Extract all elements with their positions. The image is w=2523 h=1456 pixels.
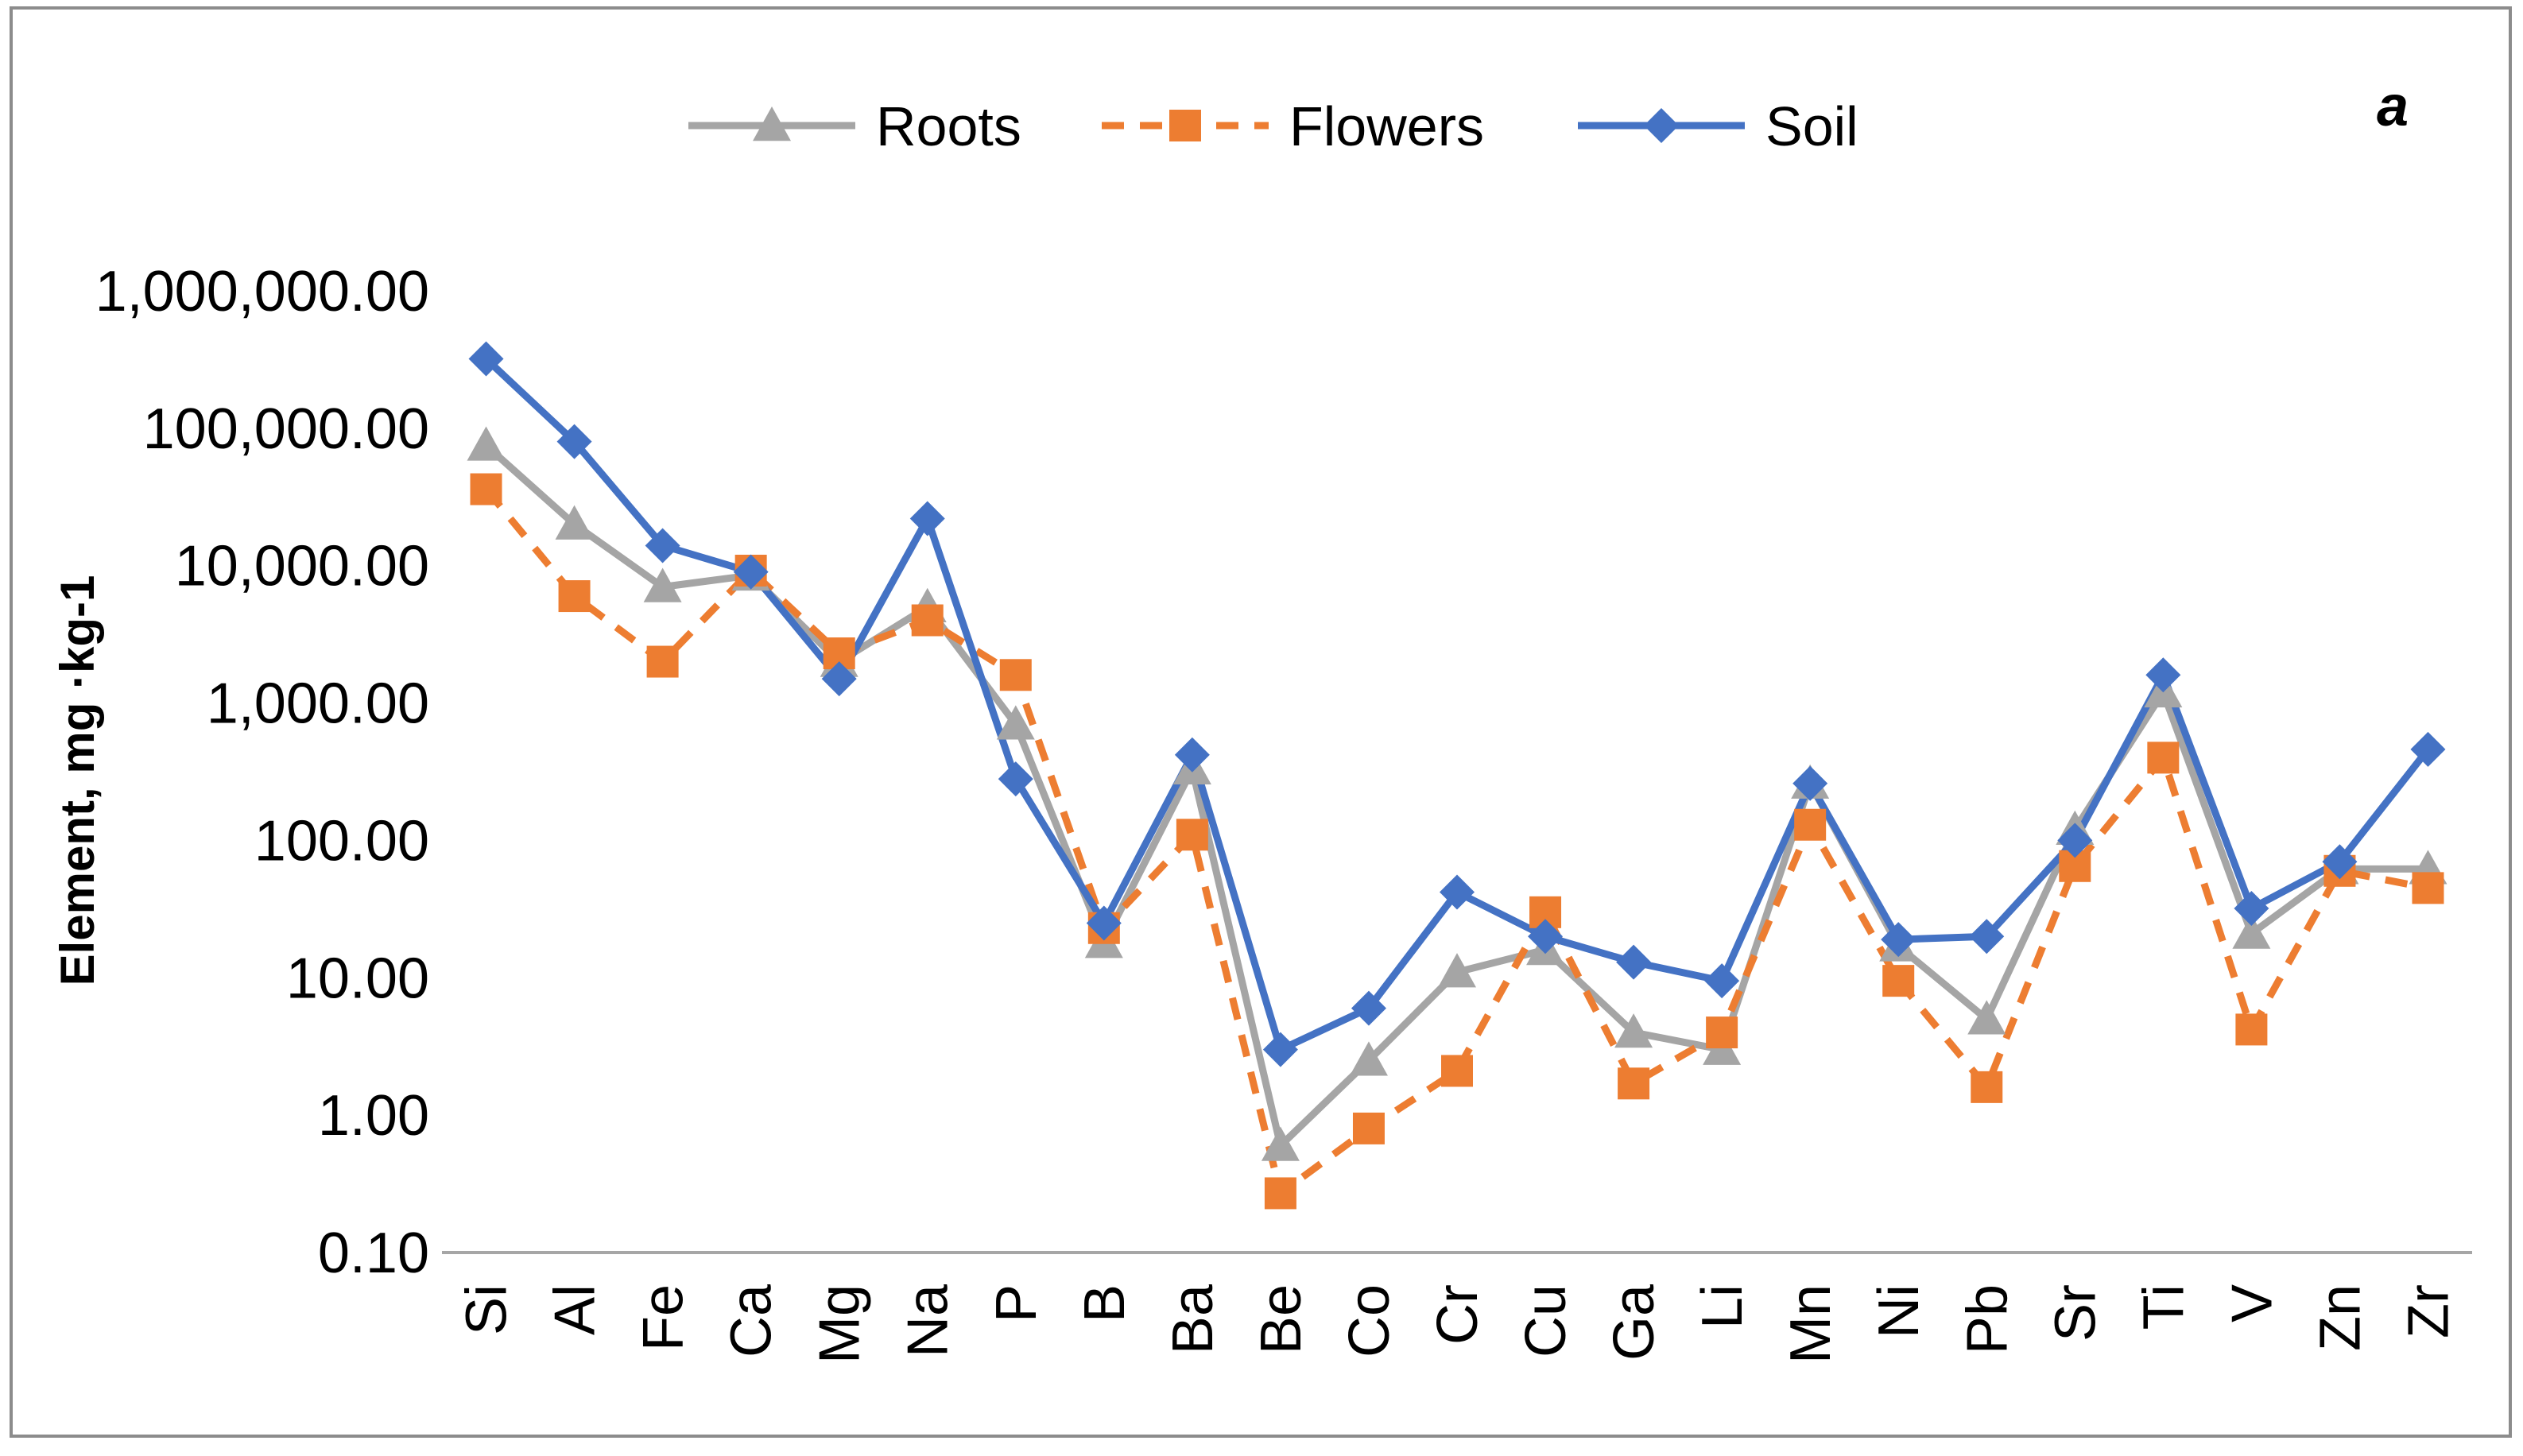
data-point-soil [733,554,769,590]
data-point-flowers [1882,965,1915,997]
data-point-soil [1086,905,1122,941]
data-point-roots [1967,1000,2006,1035]
data-point-soil [1704,963,1740,999]
data-point-flowers [1618,1067,1650,1100]
x-tick-label: Ca [720,1284,784,1357]
legend-label-roots: Roots [876,95,1021,157]
data-point-soil [1262,1032,1298,1067]
data-point-roots [1438,953,1476,988]
y-axis-ticks: 0.10 1.00 10.00 100.00 1,000.00 10,000.00 100,… [95,260,429,1285]
x-tick-label: Mg [808,1284,872,1364]
data-point-soil [1174,737,1210,773]
x-tick-label: V [2220,1284,2284,1322]
data-point-roots [2232,914,2271,949]
data-point-soil [556,424,592,459]
y-tick-label: 1,000,000.00 [95,260,429,323]
x-tick-label: Li [1691,1284,1754,1329]
x-tick-label: B [1073,1284,1137,1322]
data-point-soil [468,341,504,377]
x-tick-label: Zn [2308,1284,2372,1351]
data-point-roots [1261,1126,1300,1161]
data-point-soil [1351,990,1386,1026]
legend-label-flowers: Flowers [1289,95,1484,157]
data-point-soil [1528,919,1564,955]
x-tick-label: Sr [2044,1284,2107,1342]
x-tick-label: Ni [1867,1284,1931,1338]
chart-frame [10,6,2512,1438]
y-tick-label: 10,000.00 [175,535,429,598]
data-point-soil [1792,765,1828,801]
y-tick-label: 0.10 [318,1222,429,1285]
panel-letter: a [2377,75,2409,138]
x-tick-label: Be [1250,1284,1313,1354]
data-point-soil [1616,944,1652,980]
x-tick-label: Mn [1779,1284,1843,1364]
data-point-flowers [1971,1071,2003,1103]
y-axis-label: Element, mg ·kg-1 [51,575,104,986]
data-point-flowers [1352,1112,1385,1144]
data-point-soil [2234,890,2269,926]
data-point-soil [2145,657,2181,693]
data-point-flowers [911,604,944,637]
x-axis-categories: Si Al Fe Ca Mg Na P B Ba Be Co Cr Cu Ga Li Mn Ni Pb Sr Ti V Z… [455,1284,2461,1364]
data-point-roots [996,705,1035,740]
y-tick-label: 1,000.00 [207,672,429,736]
data-point-roots [467,426,506,461]
series-line-flowers [483,486,2429,1197]
x-tick-label: Al [544,1284,607,1335]
data-point-soil [909,501,945,536]
legend-marker-soil [1644,108,1679,143]
data-point-flowers [646,645,679,678]
x-tick-label: Cr [1426,1284,1490,1345]
data-point-roots [555,505,594,540]
data-point-roots [643,567,682,602]
x-tick-label: Co [1338,1284,1401,1357]
data-point-flowers [2235,1013,2268,1046]
x-tick-label: Si [455,1284,519,1335]
data-point-roots [1614,1013,1653,1048]
data-point-flowers [470,473,502,505]
data-point-soil [1969,919,2005,955]
data-point-flowers [1706,1016,1738,1049]
y-tick-label: 100,000.00 [143,397,429,461]
y-tick-label: 1.00 [318,1084,429,1148]
x-tick-label: Fe [632,1284,696,1351]
data-point-soil [645,528,680,563]
x-tick-label: Ga [1603,1284,1666,1361]
data-point-soil [1881,922,1916,958]
data-point-soil [2322,844,2358,880]
data-point-flowers [2147,742,2180,774]
data-point-flowers [558,580,591,613]
legend: Roots Flowers Soil [688,95,1858,157]
x-tick-label: Na [897,1284,960,1357]
x-tick-label: Ti [2132,1284,2196,1330]
data-point-flowers [999,659,1032,691]
data-point-soil [821,661,857,697]
data-point-flowers [1264,1177,1296,1210]
legend-label-soil: Soil [1765,95,1858,157]
y-tick-label: 100.00 [254,809,429,873]
y-tick-label: 10.00 [286,947,429,1010]
data-point-soil [998,761,1033,797]
x-tick-label: Pb [1955,1284,2019,1354]
legend-marker-roots [753,106,791,141]
data-point-roots [1349,1041,1388,1076]
data-point-flowers [1176,819,1208,851]
x-tick-label: Ba [1161,1284,1225,1354]
legend-marker-flowers [1169,110,1201,141]
data-point-flowers [1794,808,1827,841]
x-tick-label: Zr [2397,1284,2460,1338]
x-tick-label: P [985,1284,1048,1322]
data-point-soil [2410,731,2446,767]
data-point-flowers [1441,1055,1473,1087]
series-markers [467,341,2447,1210]
data-point-flowers [2412,872,2444,904]
data-point-soil [1440,874,1475,910]
x-tick-label: Cu [1514,1284,1578,1357]
data-point-soil [2057,823,2093,858]
